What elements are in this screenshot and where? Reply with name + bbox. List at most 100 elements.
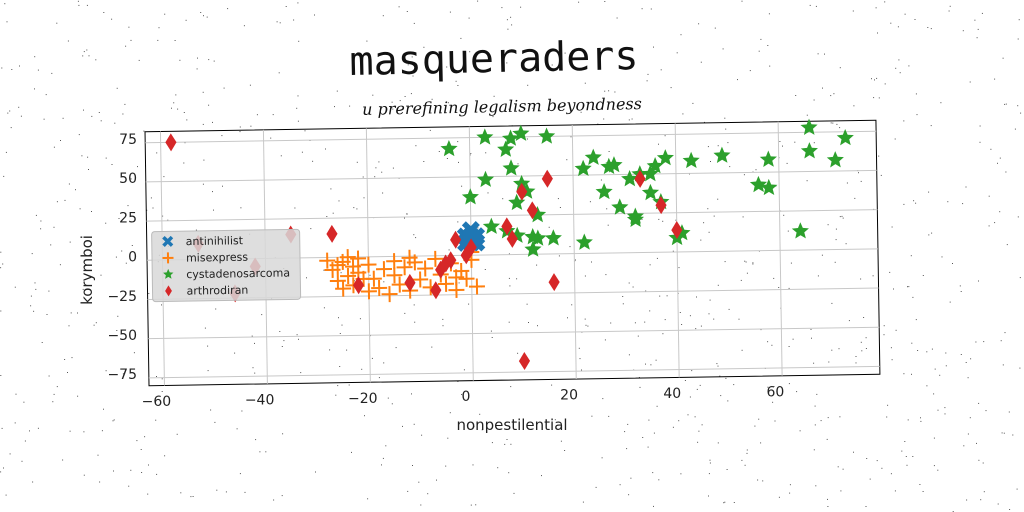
noise-speck [203, 159, 205, 161]
noise-speck [383, 362, 385, 364]
noise-speck [491, 442, 493, 444]
noise-speck [600, 179, 602, 181]
noise-speck [722, 48, 724, 50]
noise-speck [442, 318, 444, 320]
noise-speck [649, 310, 651, 312]
noise-speck [931, 232, 933, 234]
data-point-cystadenosarcoma [621, 170, 639, 187]
noise-speck [513, 492, 515, 494]
noise-speck [520, 6, 522, 8]
noise-speck [23, 401, 25, 403]
data-point-cystadenosarcoma [641, 183, 660, 201]
noise-speck [741, 459, 743, 461]
noise-speck [418, 481, 420, 483]
x-tick-label: 40 [663, 386, 681, 402]
noise-speck [628, 354, 630, 356]
noise-speck [1005, 103, 1007, 105]
noise-speck [649, 264, 651, 266]
noise-speck [162, 215, 164, 217]
noise-speck [130, 178, 132, 180]
noise-speck [575, 259, 576, 261]
noise-speck [361, 368, 363, 370]
noise-speck [469, 51, 471, 53]
noise-speck [293, 19, 295, 21]
noise-speck [728, 308, 730, 310]
noise-speck [899, 72, 901, 74]
noise-speck [83, 431, 85, 433]
noise-speck [708, 313, 710, 315]
noise-speck [773, 386, 775, 387]
noise-speck [463, 369, 465, 371]
noise-speck [757, 479, 759, 481]
noise-speck [212, 121, 213, 123]
noise-speck [363, 197, 365, 199]
noise-speck [948, 10, 950, 12]
noise-speck [413, 304, 415, 306]
noise-speck [0, 310, 2, 312]
noise-speck [99, 481, 101, 483]
data-point-misexpress [365, 270, 382, 287]
noise-speck [1017, 105, 1019, 107]
noise-speck [933, 437, 935, 439]
noise-speck [161, 304, 162, 306]
legend-box [151, 228, 302, 303]
noise-speck [77, 0, 79, 2]
noise-speck [559, 207, 561, 208]
noise-speck [526, 303, 528, 305]
noise-speck [399, 100, 401, 102]
noise-speck [720, 395, 722, 397]
noise-speck [100, 120, 102, 122]
noise-speck [557, 198, 559, 200]
noise-speck [340, 272, 342, 274]
noise-speck [175, 94, 177, 96]
noise-speck [167, 219, 169, 221]
noise-speck [602, 398, 604, 400]
noise-speck [56, 201, 58, 203]
noise-speck [960, 291, 962, 292]
noise-speck [86, 4, 88, 6]
noise-speck [52, 401, 54, 403]
noise-speck [105, 370, 107, 372]
noise-speck [903, 373, 905, 375]
noise-speck [312, 160, 314, 162]
noise-speck [254, 372, 256, 374]
noise-speck [45, 94, 47, 96]
data-point-arthrodiran [526, 201, 538, 220]
noise-speck [624, 431, 626, 433]
noise-speck [341, 324, 343, 326]
noise-speck [461, 394, 463, 395]
noise-speck [875, 7, 877, 9]
grid-line-x [777, 121, 783, 376]
noise-speck [994, 78, 996, 80]
noise-speck [566, 159, 568, 161]
noise-speck [917, 350, 919, 351]
noise-speck [32, 481, 34, 483]
noise-speck [64, 359, 66, 360]
noise-speck [62, 459, 64, 461]
noise-speck [95, 322, 97, 324]
noise-speck [642, 437, 644, 438]
noise-speck [606, 208, 608, 210]
noise-speck [179, 59, 181, 61]
noise-speck [920, 420, 922, 422]
noise-speck [698, 23, 700, 25]
noise-speck [840, 490, 842, 492]
noise-speck [367, 498, 369, 500]
noise-speck [502, 198, 504, 200]
noise-speck [51, 72, 53, 74]
noise-speck [604, 1, 606, 2]
noise-speck [1005, 171, 1007, 173]
noise-speck [933, 465, 935, 467]
noise-speck [15, 393, 17, 395]
noise-speck [338, 317, 339, 319]
noise-speck [20, 115, 22, 117]
noise-speck [584, 82, 586, 84]
noise-speck [472, 464, 474, 466]
y-tick-label: 75 [119, 132, 137, 148]
x-tick-label: −20 [348, 391, 378, 407]
noise-speck [1020, 112, 1022, 114]
noise-speck [88, 55, 90, 57]
noise-speck [828, 361, 830, 363]
noise-speck [404, 312, 406, 314]
noise-speck [296, 107, 298, 109]
